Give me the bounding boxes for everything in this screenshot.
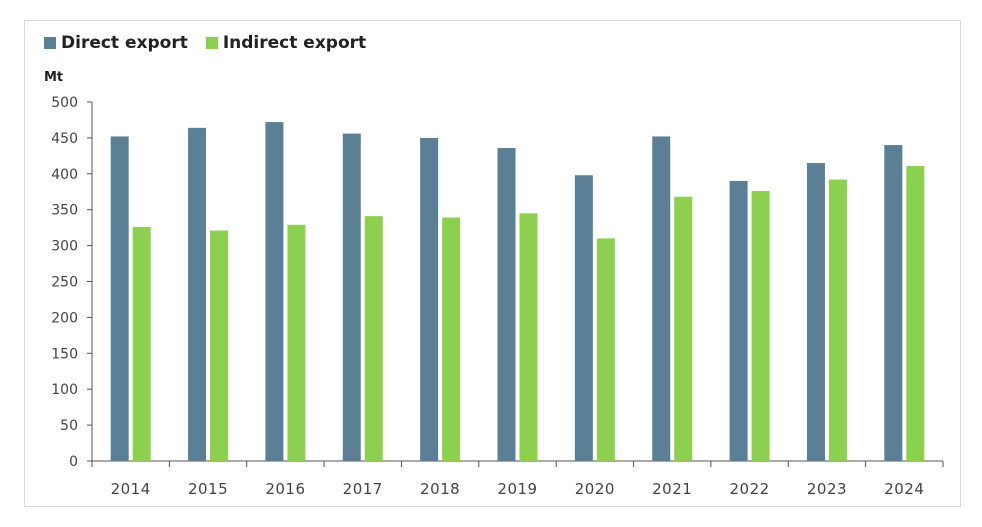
x-tick-label: 2016: [265, 480, 305, 498]
bar-indirect-export: [442, 217, 461, 461]
bar-direct-export: [265, 122, 284, 461]
legend-label-direct: Direct export: [61, 33, 188, 53]
bar-direct-export: [806, 163, 825, 461]
bar-indirect-export: [364, 216, 383, 461]
y-tick-label: 450: [51, 131, 78, 147]
legend-swatch-direct: [44, 37, 56, 49]
x-tick-label: 2021: [652, 480, 692, 498]
x-tick-label: 2017: [343, 480, 383, 498]
x-tick-label: 2024: [884, 480, 924, 498]
y-tick-label: 100: [51, 382, 78, 398]
bar-direct-export: [420, 137, 439, 461]
bar-indirect-export: [519, 213, 538, 461]
y-axis-unit-label: Mt: [44, 70, 64, 85]
bar-direct-export: [497, 147, 516, 461]
bar-direct-export: [884, 145, 903, 461]
legend: Direct export Indirect export: [44, 33, 384, 53]
bar-direct-export: [342, 133, 361, 462]
x-tick-label: 2020: [575, 480, 615, 498]
x-tick-label: 2019: [497, 480, 537, 498]
x-tick-label: 2023: [807, 480, 847, 498]
legend-label-indirect: Indirect export: [222, 33, 367, 53]
bar-indirect-export: [132, 226, 151, 461]
bar-indirect-export: [828, 179, 847, 461]
y-tick-label: 350: [51, 203, 78, 219]
bar-direct-export: [652, 136, 671, 462]
y-tick-label: 500: [51, 95, 78, 111]
bar-direct-export: [729, 180, 748, 462]
bar-indirect-export: [751, 191, 770, 462]
x-tick-label: 2018: [420, 480, 460, 498]
x-tick-label: 2022: [729, 480, 769, 498]
bar-indirect-export: [596, 238, 615, 461]
y-tick-label: 150: [51, 346, 78, 362]
bar-direct-export: [188, 127, 207, 462]
y-tick-label: 400: [51, 167, 78, 183]
bar-indirect-export: [906, 165, 925, 462]
legend-item-direct: Direct export: [44, 33, 188, 53]
x-tick-label: 2015: [188, 480, 228, 498]
legend-item-indirect: Indirect export: [205, 33, 367, 53]
bar-direct-export: [574, 175, 593, 461]
bar-indirect-export: [674, 196, 693, 461]
bar-indirect-export: [210, 230, 229, 461]
bar-indirect-export: [287, 224, 306, 461]
y-tick-label: 250: [51, 275, 78, 291]
x-tick-label: 2014: [111, 480, 151, 498]
y-tick-label: 50: [60, 418, 78, 434]
y-tick-label: 300: [51, 239, 78, 255]
legend-swatch-indirect: [205, 37, 218, 49]
bar-direct-export: [110, 136, 129, 462]
y-tick-label: 200: [51, 310, 78, 326]
y-tick-label: 0: [69, 454, 78, 470]
chart-frame: [24, 20, 961, 507]
